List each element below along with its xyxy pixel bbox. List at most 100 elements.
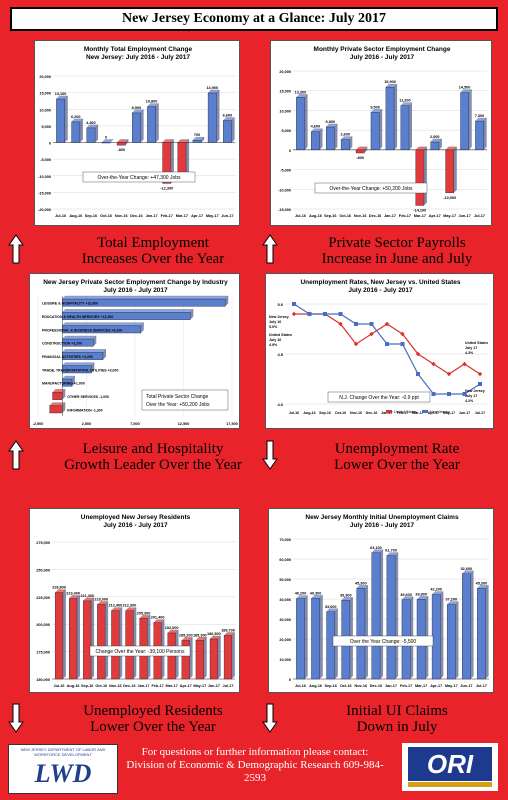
legend-label: New Jersey — [430, 410, 450, 414]
x-tick-label: Dec-16 — [366, 411, 378, 415]
data-label: 14,900 — [206, 86, 218, 90]
x-tick-label: Jul-17 — [476, 684, 487, 688]
data-label: 0 — [105, 136, 107, 140]
x-tick-label: Mar-17 — [415, 684, 427, 688]
x-tick-label: Oct-16 — [339, 214, 351, 218]
series-line — [293, 303, 481, 395]
ori-logo[interactable]: ORI — [402, 743, 498, 791]
data-label: 7,300 — [475, 114, 485, 118]
x-tick-label: Apr-17 — [191, 214, 203, 218]
caption-unemp-rate: Unemployment Rate Lower Over the Year — [282, 441, 508, 473]
x-tick-label: Oct-16 — [95, 684, 107, 688]
contact-line1: For questions or further information ple… — [141, 746, 369, 758]
chart-subtitle: July 2016 - July 2017 — [348, 287, 413, 294]
caption-residents-line1: Unemployed Residents — [83, 703, 223, 719]
data-point — [292, 302, 296, 306]
x-tick-label: Feb-17 — [399, 214, 411, 218]
contact-line2: Division of Economic & Demographic Resea… — [126, 759, 384, 784]
y-tick-label: 150,000 — [36, 678, 50, 682]
data-label: 39,300 — [340, 593, 352, 597]
x-tick-label: 12,500 — [178, 422, 190, 426]
y-tick-label: 10,000 — [279, 658, 291, 662]
data-label: 185,200 — [179, 633, 193, 637]
category-label: CONSTRUCTION +3,200 — [42, 342, 82, 346]
bar — [325, 123, 338, 151]
y-tick-label: 15,000 — [39, 92, 51, 96]
caption-private: Private Sector Payrolls Increase in June… — [282, 235, 508, 267]
x-tick-label: Sep-16 — [81, 684, 93, 688]
caption-private-line2: Increase in June and July — [321, 251, 473, 267]
lwd-logo[interactable]: NEW JERSEY DEPARTMENT OF LABOR AND WORKF… — [8, 744, 118, 794]
bar — [177, 139, 190, 175]
data-point — [477, 371, 483, 377]
x-tick-label: May-17 — [445, 684, 458, 688]
x-tick-label: Mar-17 — [414, 214, 426, 218]
x-tick-label: 7,500 — [130, 422, 140, 426]
bar — [61, 349, 107, 360]
bar — [68, 595, 81, 680]
data-point — [384, 321, 390, 327]
chart-subtitle: July 2016 - July 2017 — [103, 522, 168, 529]
caption-residents: Unemployed Residents Lower Over the Year — [38, 703, 268, 735]
caption-total: Total Employment Increases Over the Year — [38, 235, 268, 267]
callout-text: July 17 — [465, 346, 477, 350]
data-point — [415, 351, 421, 357]
x-tick-label: Sep-16 — [324, 214, 336, 218]
category-label: EDUCATION & HEALTH SERVICES +13,200 — [42, 315, 113, 319]
annotation-box — [141, 389, 229, 411]
chart-title: Monthly Private Sector Employment Change — [314, 46, 451, 53]
data-label: 186,500 — [207, 632, 221, 636]
data-point — [307, 312, 312, 316]
data-point — [462, 361, 467, 367]
category-label: INFORMATION -1,300 — [67, 408, 102, 412]
x-tick-label: May-17 — [206, 214, 219, 218]
x-tick-label: Mar-17 — [166, 684, 178, 688]
caption-industry-line2: Growth Leader Over the Year — [64, 457, 242, 473]
x-tick-label: Nov-16 — [355, 684, 368, 688]
category-label: PROFESSIONAL & BUSINESS SERVICES +8,100 — [42, 328, 122, 332]
ori-logo-text: ORI — [408, 747, 492, 781]
bar — [71, 118, 84, 143]
unemployment-rate-chart: Unemployment Rates, New Jersey vs. Unite… — [269, 279, 488, 415]
data-label: 205,300 — [137, 611, 151, 615]
y-tick-label: 4.0 — [277, 402, 283, 407]
bar — [209, 635, 222, 680]
data-point — [400, 342, 405, 346]
x-tick-label: Jan-17 — [384, 214, 396, 218]
data-point — [431, 392, 436, 396]
annotation-box — [327, 391, 431, 403]
caption-unemp-rate-line1: Unemployment Rate — [334, 441, 460, 457]
data-label: 2,600 — [340, 133, 350, 137]
x-tick-label: Jul-17 — [222, 684, 233, 688]
data-label: 10,800 — [146, 100, 158, 104]
data-point — [447, 392, 451, 396]
x-tick-label: Jun-17 — [459, 411, 471, 415]
down-arrow-icon — [262, 440, 278, 470]
data-label: 189,700 — [221, 628, 235, 632]
bar — [222, 117, 235, 143]
bar — [61, 335, 97, 347]
chart-subtitle: July 2016 - July 2017 — [350, 522, 415, 529]
category-label: MANUFACTURING +1,000 — [42, 382, 85, 386]
x-tick-label: Oct-16 — [340, 684, 352, 688]
x-tick-label: Feb-17 — [161, 214, 173, 218]
x-tick-label: Dec-16 — [130, 214, 142, 218]
x-tick-label: Aug-16 — [309, 684, 322, 688]
callout-text: July 16 — [269, 320, 281, 324]
bar — [54, 589, 67, 680]
bar — [371, 549, 384, 680]
up-arrow-icon — [8, 234, 24, 264]
callout-text: July 17 — [465, 394, 477, 398]
caption-claims-line2: Down in July — [356, 719, 438, 735]
x-tick-label: Jul-16 — [54, 684, 65, 688]
bar — [295, 94, 308, 151]
data-label: 40,200 — [295, 592, 307, 596]
x-tick-label: Apr-17 — [429, 214, 441, 218]
x-tick-label: -2,500 — [33, 422, 44, 426]
annotation-text: N.J. Change Over the Year: -0.9 ppt — [339, 395, 419, 401]
unemployed-residents-panel: Unemployed New Jersey Residents July 2016… — [29, 508, 240, 693]
bar — [147, 103, 160, 143]
chart-title: Monthly Total Employment Change — [84, 46, 193, 53]
caption-total-line2: Increases Over the Year — [81, 251, 225, 267]
annotation-box — [89, 645, 191, 657]
